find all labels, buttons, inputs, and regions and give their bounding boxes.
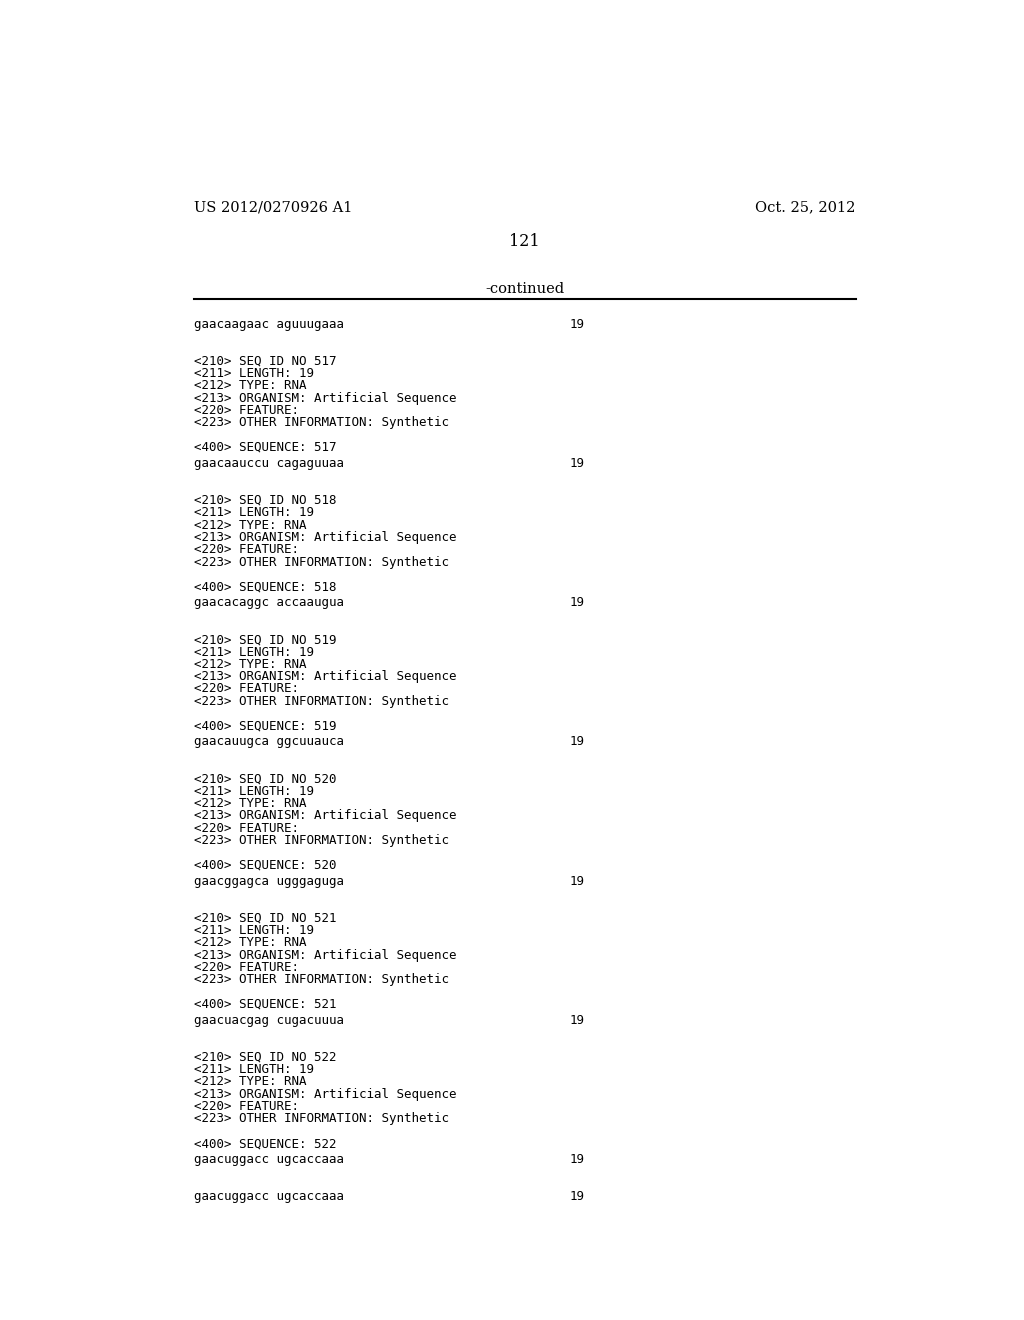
Text: <212> TYPE: RNA: <212> TYPE: RNA: [194, 1076, 306, 1089]
Text: -continued: -continued: [485, 281, 564, 296]
Text: <213> ORGANISM: Artificial Sequence: <213> ORGANISM: Artificial Sequence: [194, 531, 457, 544]
Text: <212> TYPE: RNA: <212> TYPE: RNA: [194, 797, 306, 810]
Text: 19: 19: [569, 457, 585, 470]
Text: <210> SEQ ID NO 517: <210> SEQ ID NO 517: [194, 355, 336, 368]
Text: <211> LENGTH: 19: <211> LENGTH: 19: [194, 507, 314, 519]
Text: <220> FEATURE:: <220> FEATURE:: [194, 961, 299, 974]
Text: 19: 19: [569, 318, 585, 331]
Text: <400> SEQUENCE: 520: <400> SEQUENCE: 520: [194, 858, 336, 871]
Text: <210> SEQ ID NO 518: <210> SEQ ID NO 518: [194, 494, 336, 507]
Text: gaacuggacc ugcaccaaa: gaacuggacc ugcaccaaa: [194, 1154, 344, 1166]
Text: gaacaagaac aguuugaaa: gaacaagaac aguuugaaa: [194, 318, 344, 331]
Text: 19: 19: [569, 875, 585, 887]
Text: <220> FEATURE:: <220> FEATURE:: [194, 404, 299, 417]
Text: <211> LENGTH: 19: <211> LENGTH: 19: [194, 924, 314, 937]
Text: <223> OTHER INFORMATION: Synthetic: <223> OTHER INFORMATION: Synthetic: [194, 834, 449, 847]
Text: <220> FEATURE:: <220> FEATURE:: [194, 1100, 299, 1113]
Text: <210> SEQ ID NO 519: <210> SEQ ID NO 519: [194, 634, 336, 647]
Text: 19: 19: [569, 1154, 585, 1166]
Text: <400> SEQUENCE: 519: <400> SEQUENCE: 519: [194, 719, 336, 733]
Text: <223> OTHER INFORMATION: Synthetic: <223> OTHER INFORMATION: Synthetic: [194, 694, 449, 708]
Text: gaacacaggc accaaugua: gaacacaggc accaaugua: [194, 597, 344, 610]
Text: <212> TYPE: RNA: <212> TYPE: RNA: [194, 657, 306, 671]
Text: <213> ORGANISM: Artificial Sequence: <213> ORGANISM: Artificial Sequence: [194, 809, 457, 822]
Text: 19: 19: [569, 1191, 585, 1203]
Text: 19: 19: [569, 597, 585, 610]
Text: <212> TYPE: RNA: <212> TYPE: RNA: [194, 519, 306, 532]
Text: <223> OTHER INFORMATION: Synthetic: <223> OTHER INFORMATION: Synthetic: [194, 973, 449, 986]
Text: gaacuacgag cugacuuua: gaacuacgag cugacuuua: [194, 1014, 344, 1027]
Text: <213> ORGANISM: Artificial Sequence: <213> ORGANISM: Artificial Sequence: [194, 392, 457, 405]
Text: <212> TYPE: RNA: <212> TYPE: RNA: [194, 936, 306, 949]
Text: gaacauugca ggcuuauca: gaacauugca ggcuuauca: [194, 735, 344, 748]
Text: 121: 121: [510, 234, 540, 249]
Text: gaacuggacc ugcaccaaa: gaacuggacc ugcaccaaa: [194, 1191, 344, 1203]
Text: <211> LENGTH: 19: <211> LENGTH: 19: [194, 784, 314, 797]
Text: <211> LENGTH: 19: <211> LENGTH: 19: [194, 1063, 314, 1076]
Text: gaacaauccu cagaguuaa: gaacaauccu cagaguuaa: [194, 457, 344, 470]
Text: gaacggagca ugggaguga: gaacggagca ugggaguga: [194, 875, 344, 887]
Text: 19: 19: [569, 1014, 585, 1027]
Text: <211> LENGTH: 19: <211> LENGTH: 19: [194, 367, 314, 380]
Text: <400> SEQUENCE: 522: <400> SEQUENCE: 522: [194, 1137, 336, 1150]
Text: <220> FEATURE:: <220> FEATURE:: [194, 544, 299, 556]
Text: <212> TYPE: RNA: <212> TYPE: RNA: [194, 379, 306, 392]
Text: <223> OTHER INFORMATION: Synthetic: <223> OTHER INFORMATION: Synthetic: [194, 1113, 449, 1126]
Text: US 2012/0270926 A1: US 2012/0270926 A1: [194, 201, 352, 215]
Text: <210> SEQ ID NO 520: <210> SEQ ID NO 520: [194, 772, 336, 785]
Text: <220> FEATURE:: <220> FEATURE:: [194, 682, 299, 696]
Text: <211> LENGTH: 19: <211> LENGTH: 19: [194, 645, 314, 659]
Text: <213> ORGANISM: Artificial Sequence: <213> ORGANISM: Artificial Sequence: [194, 949, 457, 961]
Text: 19: 19: [569, 735, 585, 748]
Text: <210> SEQ ID NO 521: <210> SEQ ID NO 521: [194, 912, 336, 924]
Text: <400> SEQUENCE: 518: <400> SEQUENCE: 518: [194, 581, 336, 593]
Text: <220> FEATURE:: <220> FEATURE:: [194, 821, 299, 834]
Text: <223> OTHER INFORMATION: Synthetic: <223> OTHER INFORMATION: Synthetic: [194, 416, 449, 429]
Text: <210> SEQ ID NO 522: <210> SEQ ID NO 522: [194, 1051, 336, 1064]
Text: <223> OTHER INFORMATION: Synthetic: <223> OTHER INFORMATION: Synthetic: [194, 556, 449, 569]
Text: <213> ORGANISM: Artificial Sequence: <213> ORGANISM: Artificial Sequence: [194, 671, 457, 684]
Text: Oct. 25, 2012: Oct. 25, 2012: [756, 201, 856, 215]
Text: <400> SEQUENCE: 517: <400> SEQUENCE: 517: [194, 441, 336, 454]
Text: <400> SEQUENCE: 521: <400> SEQUENCE: 521: [194, 998, 336, 1011]
Text: <213> ORGANISM: Artificial Sequence: <213> ORGANISM: Artificial Sequence: [194, 1088, 457, 1101]
